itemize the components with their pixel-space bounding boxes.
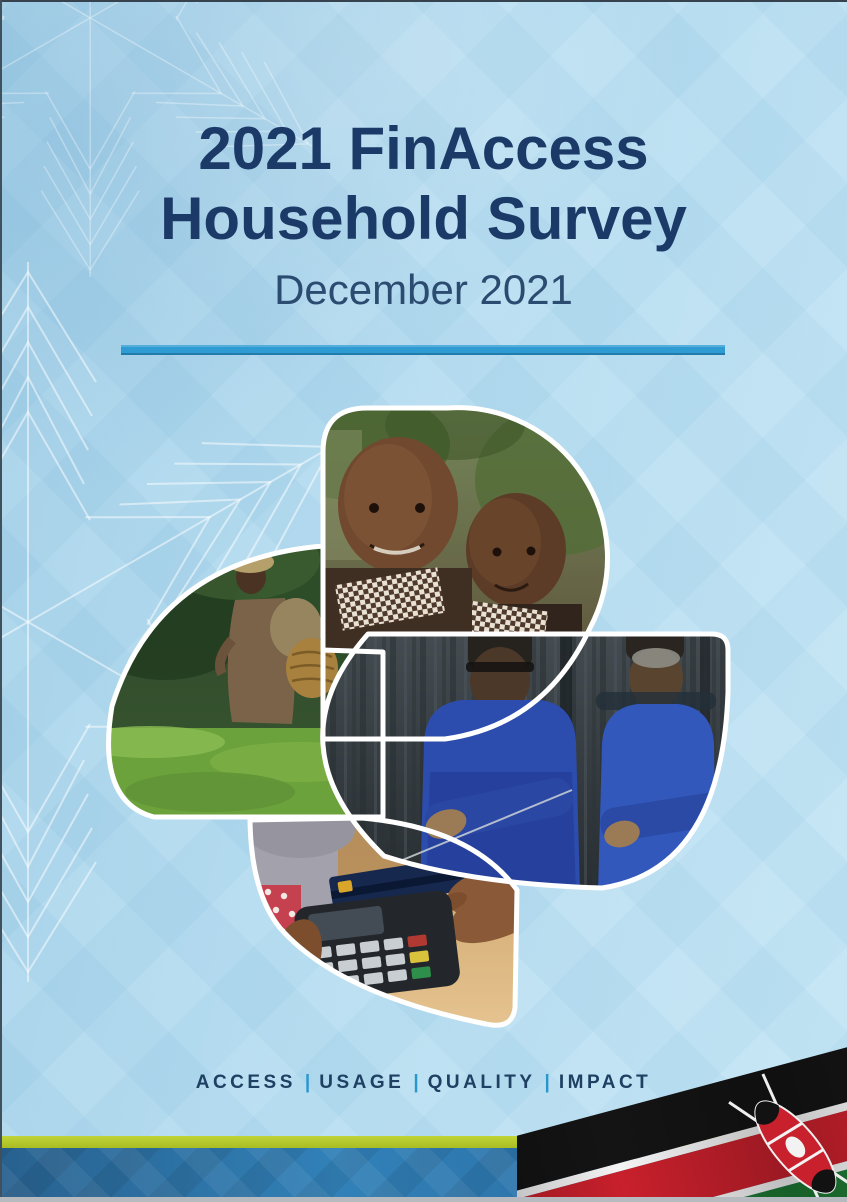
page-edge-left — [0, 0, 2, 1202]
tagline-separator: | — [544, 1072, 550, 1093]
kenya-flag — [517, 1027, 847, 1202]
page-edge-bottom — [0, 1197, 847, 1202]
report-title-line-2: Household Survey — [160, 185, 687, 252]
tagline-word-quality: QUALITY — [427, 1072, 536, 1093]
report-title-line-1: 2021 FinAccess — [198, 115, 649, 182]
photo-welders-petal — [322, 634, 728, 888]
tagline-word-usage: USAGE — [319, 1072, 405, 1093]
tagline-word-impact: IMPACT — [558, 1072, 652, 1093]
maasai-shield — [728, 1073, 847, 1202]
tagline-word-access: ACCESS — [195, 1072, 296, 1093]
tagline-separator: | — [413, 1072, 419, 1093]
flag-bands — [517, 1027, 847, 1202]
page-edge-top — [0, 0, 847, 2]
petal-outlines — [106, 405, 731, 1028]
tagline-separator: | — [304, 1072, 311, 1093]
title-divider-bar — [121, 345, 725, 355]
report-subtitle-date: December 2021 — [274, 266, 573, 313]
tagline: ACCESS | USAGE | QUALITY | IMPACT — [0, 1072, 847, 1094]
